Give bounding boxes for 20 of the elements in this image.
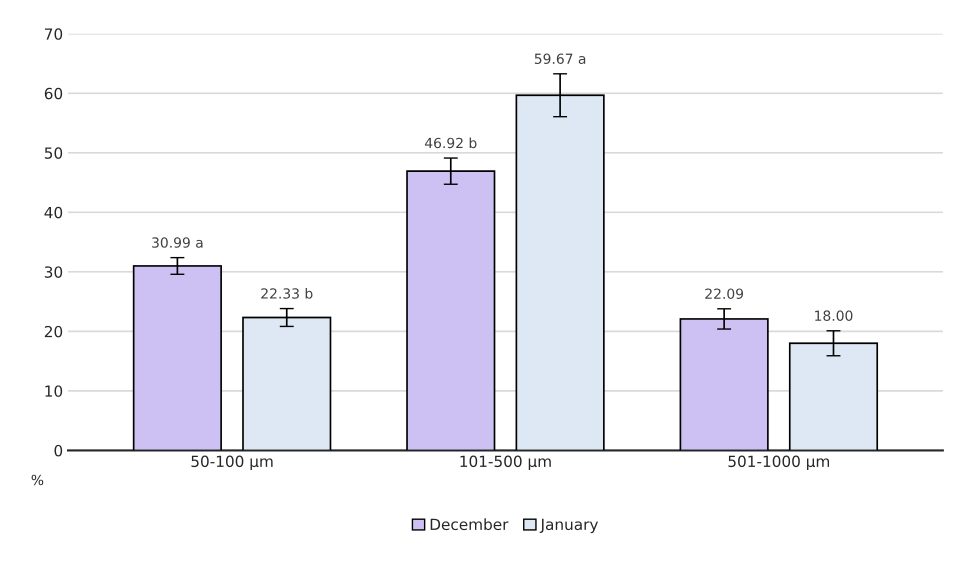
data-label: 18.00 — [815, 310, 852, 321]
x-tick-label: 101-500 µm — [460, 456, 551, 470]
legend-label: January — [540, 518, 598, 534]
y-tick-label: 20 — [44, 326, 62, 338]
y-tick-label: 0 — [54, 444, 62, 456]
y-tick-label: 10 — [45, 385, 62, 397]
data-label: 30.99 a — [152, 237, 202, 248]
y-tick-label: 50 — [44, 147, 62, 159]
x-tick-label: 50-100 µm — [191, 456, 273, 470]
data-label: 59.67 a — [534, 53, 586, 64]
y-tick-label: 70 — [44, 28, 62, 40]
x-tick-label: 501-1000 µm — [728, 456, 830, 470]
y-axis-title: % — [32, 474, 44, 486]
legend-label: December — [430, 518, 508, 530]
y-tick-label: 60 — [44, 88, 62, 100]
data-label: 22.09 — [705, 288, 744, 299]
data-label: 22.33 b — [261, 288, 312, 299]
y-tick-label: 40 — [44, 206, 62, 218]
y-tick-label: 30 — [44, 266, 62, 278]
data-label: 46.92 b — [424, 137, 476, 148]
